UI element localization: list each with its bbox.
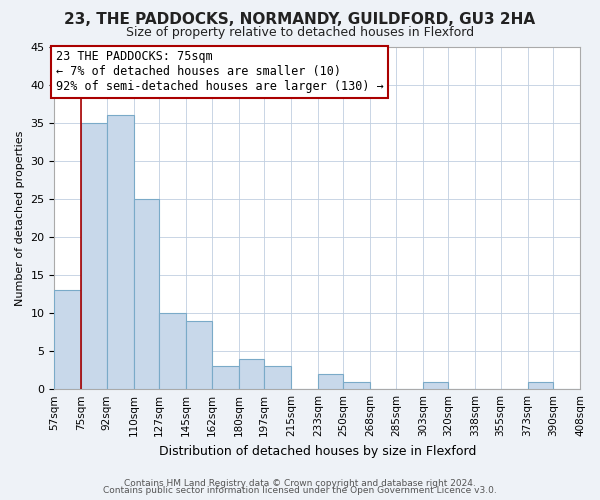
Text: 23 THE PADDOCKS: 75sqm
← 7% of detached houses are smaller (10)
92% of semi-deta: 23 THE PADDOCKS: 75sqm ← 7% of detached … [56, 50, 383, 94]
Text: 23, THE PADDOCKS, NORMANDY, GUILDFORD, GU3 2HA: 23, THE PADDOCKS, NORMANDY, GUILDFORD, G… [64, 12, 536, 28]
Text: Size of property relative to detached houses in Flexford: Size of property relative to detached ho… [126, 26, 474, 39]
Bar [159, 313, 186, 389]
Text: Contains HM Land Registry data © Crown copyright and database right 2024.: Contains HM Land Registry data © Crown c… [124, 478, 476, 488]
X-axis label: Distribution of detached houses by size in Flexford: Distribution of detached houses by size … [158, 444, 476, 458]
Bar [186, 320, 212, 389]
Bar [239, 358, 264, 389]
Bar [134, 199, 159, 389]
Bar [527, 382, 553, 389]
Bar [264, 366, 291, 389]
Bar [318, 374, 343, 389]
Y-axis label: Number of detached properties: Number of detached properties [15, 130, 25, 306]
Bar [343, 382, 370, 389]
Text: Contains public sector information licensed under the Open Government Licence v3: Contains public sector information licen… [103, 486, 497, 495]
Bar [212, 366, 239, 389]
Bar [107, 115, 134, 389]
Bar [55, 290, 82, 389]
Bar [82, 122, 107, 389]
Bar [423, 382, 448, 389]
